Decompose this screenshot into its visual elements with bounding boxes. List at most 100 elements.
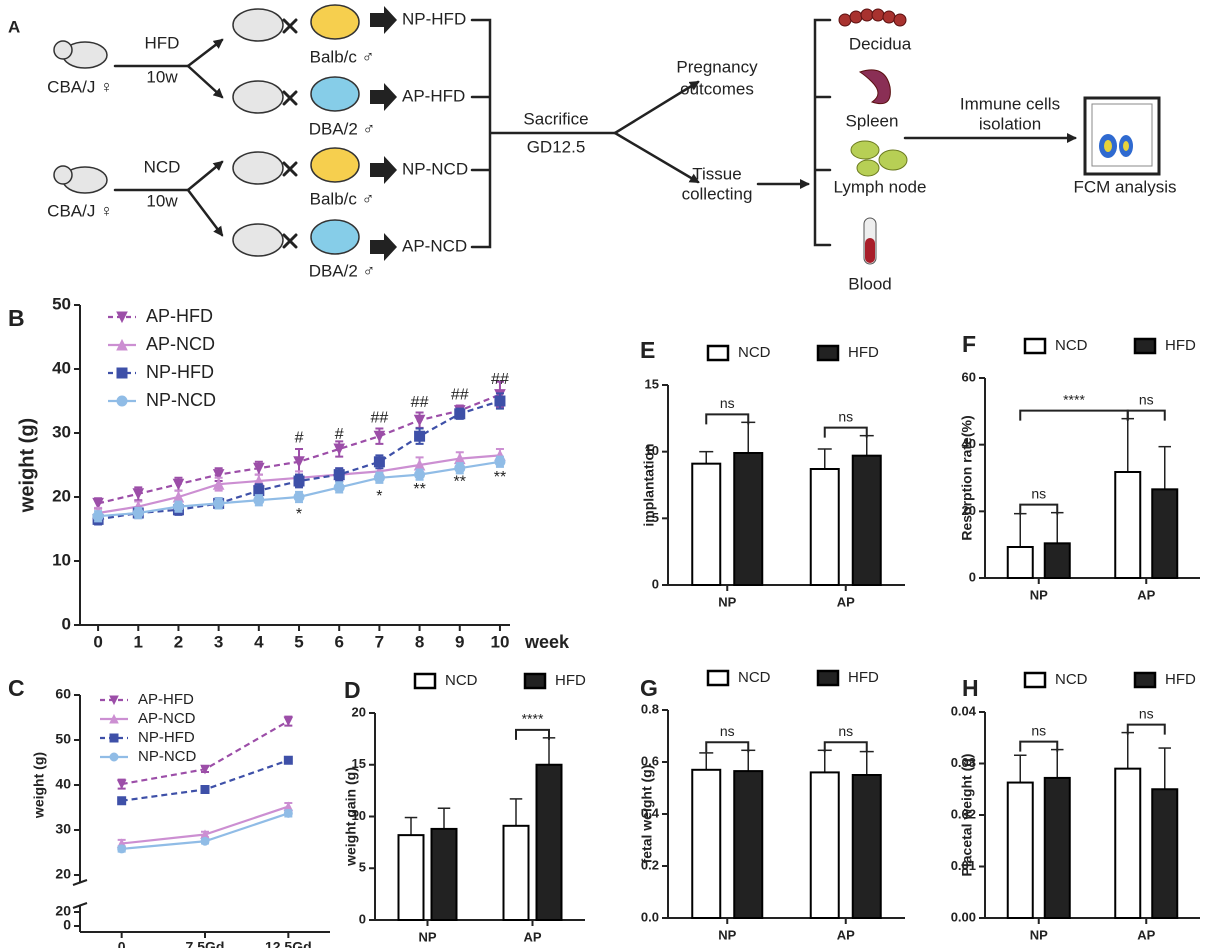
x-tick-label: 4 [254, 632, 264, 651]
bar [430, 827, 458, 921]
legend-label: AP-HFD [138, 691, 194, 708]
x-tick-label: 2 [174, 632, 183, 651]
legend-swatch [1133, 337, 1157, 355]
legend-label: NP-HFD [138, 729, 195, 746]
legend-label: NCD [445, 672, 478, 689]
point [454, 408, 466, 420]
tissue-icons [838, 8, 908, 265]
significance-label: ns [720, 723, 735, 739]
bar [733, 452, 764, 586]
y-tick-label: 60 [962, 369, 976, 384]
male-label: DBA/2 ♂ [309, 119, 376, 138]
y-tick-label: 10 [645, 443, 659, 458]
legend-swatch [413, 672, 437, 690]
bar [1043, 776, 1071, 919]
y-tick-label: 15 [352, 756, 366, 771]
point [212, 478, 225, 490]
arrows [113, 38, 224, 237]
x-tick-label: NP [718, 594, 736, 609]
bar [733, 770, 764, 919]
bar [1043, 542, 1071, 579]
tissue-label: Lymph node [834, 177, 927, 196]
point [116, 338, 128, 351]
diet-label: HFD [145, 33, 180, 52]
y-tick-label: 0 [62, 614, 71, 633]
annotation: * [296, 506, 302, 523]
point [253, 462, 265, 475]
point [283, 755, 293, 765]
x-tick-label: NP [1030, 927, 1048, 942]
y-axis-label: Placetal weight (g) [959, 754, 975, 877]
significance-label: ns [1031, 722, 1046, 738]
significance-bracket [823, 741, 868, 753]
connectors [470, 18, 1077, 249]
point [109, 713, 119, 724]
group-label: AP-NCD [402, 236, 467, 255]
strain-label: CBA/J ♀ [47, 77, 113, 96]
significance-bracket [705, 413, 750, 425]
bar [691, 462, 722, 586]
y-tick-label: 0.6 [641, 753, 659, 768]
x-tick-label: 7 [375, 632, 384, 651]
point [293, 475, 305, 487]
point [109, 733, 119, 743]
x-tick-label: NP [418, 929, 436, 944]
point [293, 456, 305, 468]
y-tick-label: 20 [962, 503, 976, 518]
x-tick-label: 1 [134, 632, 143, 651]
significance-bracket [705, 741, 750, 753]
point [116, 395, 128, 407]
bar [1114, 471, 1142, 579]
point [172, 478, 185, 491]
y-tick-label: 0 [63, 917, 71, 933]
point [117, 844, 127, 854]
y-tick-label: 5 [652, 510, 659, 525]
legend-swatch [1023, 337, 1047, 355]
y-tick-label: 10 [52, 550, 71, 569]
y-tick-label: 0 [969, 569, 976, 584]
significance-label: ns [1031, 485, 1046, 501]
point [283, 716, 294, 727]
point [116, 779, 127, 790]
y-axis-label: Resorption rate(%) [959, 415, 975, 540]
bar [1114, 767, 1142, 920]
y-tick-label: 0.01 [951, 858, 976, 873]
panel-label: E [640, 337, 655, 363]
x-tick-label: 10 [490, 632, 509, 651]
legend-label: HFD [848, 669, 879, 686]
y-tick-label: 0.8 [641, 701, 659, 716]
outcome-label: collecting [682, 184, 753, 203]
legend-swatch [523, 672, 547, 690]
point [373, 472, 385, 484]
legend-swatch [706, 669, 730, 687]
y-tick-label: 40 [55, 776, 71, 792]
male-label: Balb/c ♂ [310, 189, 375, 208]
x-tick-label: 6 [334, 632, 343, 651]
y-tick-label: 30 [52, 422, 71, 441]
y-tick-label: 10 [352, 808, 366, 823]
annotation: # [335, 426, 344, 443]
significance-label: ns [838, 408, 853, 424]
outcome-label: Tissue [692, 164, 741, 183]
x-tick-label: 7.5Gd [186, 939, 225, 948]
step-label: Immune cells [960, 94, 1060, 113]
legend-swatch [816, 344, 840, 362]
x-tick-label: NP [718, 927, 736, 942]
legend-swatch [706, 344, 730, 362]
point [132, 507, 144, 519]
bar [691, 768, 722, 919]
outcome-label: Pregnancy [676, 57, 758, 76]
bar [1151, 788, 1179, 919]
duration-label: 10w [146, 67, 178, 86]
panel-label: C [8, 675, 25, 701]
legend-label: HFD [555, 672, 586, 689]
legend-label: NCD [1055, 337, 1088, 354]
annotation: ** [494, 469, 506, 486]
x-tick-label: 0 [93, 632, 102, 651]
bar [397, 834, 425, 922]
point [132, 488, 145, 500]
panel-label: B [8, 305, 25, 331]
significance-label: ns [838, 723, 853, 739]
point [172, 501, 184, 513]
